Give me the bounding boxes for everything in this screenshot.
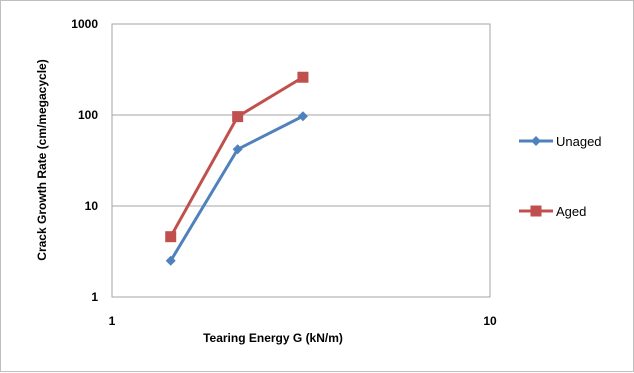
plot-area (111, 23, 491, 298)
series-aged (165, 71, 309, 243)
y-tick-label: 1 (91, 290, 98, 304)
legend-item-unaged: Unaged (519, 134, 602, 149)
y-tick-label: 10 (85, 199, 99, 213)
data-point-unaged (165, 255, 176, 266)
x-tick-label: 10 (483, 314, 497, 328)
data-point-aged (232, 111, 244, 123)
legend-label: Aged (556, 204, 586, 219)
series-unaged (165, 111, 308, 266)
legend-label: Unaged (556, 134, 602, 149)
series-layer (165, 71, 309, 266)
y-tick-label: 100 (78, 108, 98, 122)
legend-marker (530, 205, 542, 217)
legend: Unaged Aged (519, 134, 602, 219)
x-axis-title: Tearing Energy G (kN/m) (203, 331, 343, 345)
data-point-unaged (232, 144, 243, 155)
data-point-aged (165, 231, 177, 243)
y-axis-title: Crack Growth Rate (cm/megacycle) (35, 59, 49, 260)
data-point-aged (297, 71, 309, 83)
tick-labels: 1 10 100 1000 1 10 (71, 17, 497, 328)
y-tick-label: 1000 (71, 17, 98, 31)
x-tick-label: 1 (109, 314, 116, 328)
legend-item-aged: Aged (519, 204, 586, 219)
data-point-unaged (297, 111, 308, 122)
legend-marker (531, 136, 541, 146)
